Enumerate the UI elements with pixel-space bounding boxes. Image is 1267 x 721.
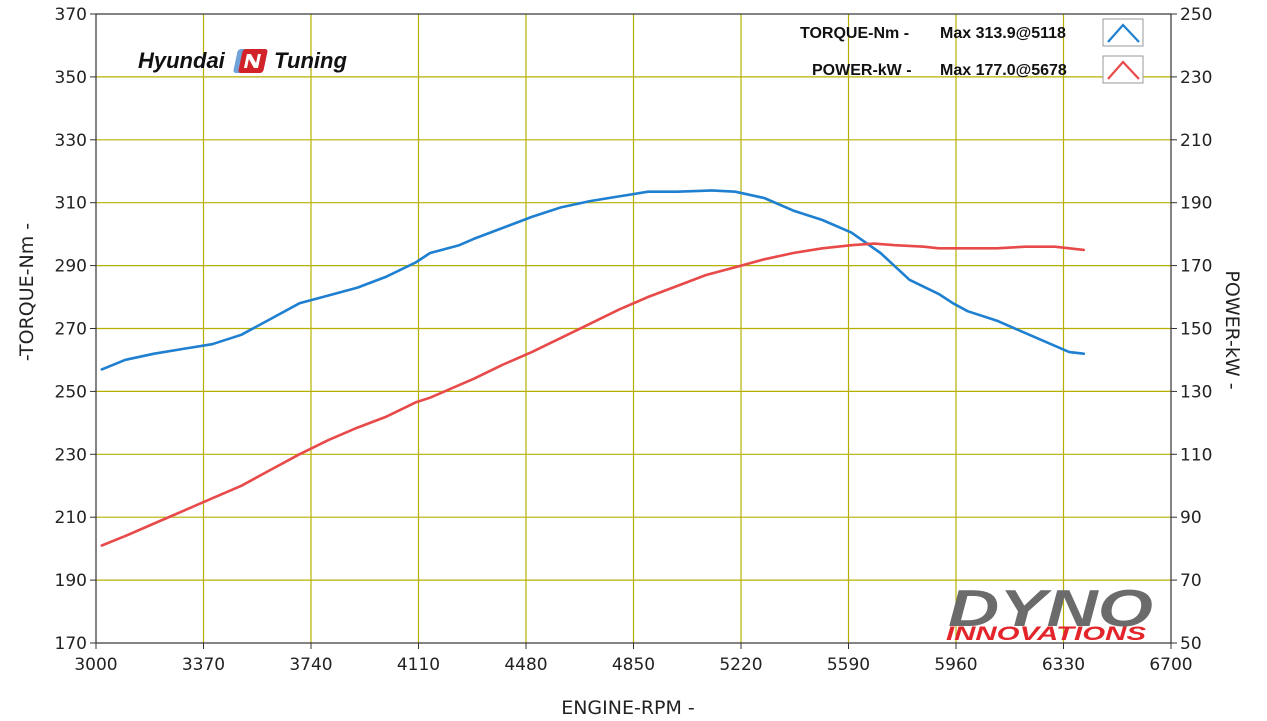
y-right-tick-label: 70 bbox=[1180, 571, 1202, 591]
y-right-axis-title: POWER-kW - bbox=[1221, 270, 1243, 389]
y-left-tick-label: 370 bbox=[55, 5, 87, 25]
x-tick-label: 4110 bbox=[397, 655, 440, 675]
y-left-tick-labels: 170 190 210 230 250 270 290 310 330 350 370 bbox=[55, 5, 87, 654]
y-right-tick-label: 90 bbox=[1180, 508, 1202, 528]
y-left-tick-label: 250 bbox=[55, 382, 87, 402]
y-left-tick-label: 310 bbox=[55, 194, 87, 214]
innovations-logo-text: INNOVATIONS bbox=[946, 624, 1146, 645]
y-left-axis-title: -TORQUE-Nm - bbox=[16, 223, 38, 361]
legend-power-name: POWER-kW - bbox=[812, 62, 912, 79]
hyundai-n-icon bbox=[233, 49, 268, 73]
y-left-tick-label: 270 bbox=[55, 320, 87, 340]
y-left-tick-label: 210 bbox=[55, 508, 87, 528]
x-tick-label: 5220 bbox=[719, 655, 762, 675]
y-left-tick-label: 290 bbox=[55, 257, 87, 277]
dyno-innovations-logo: DYNO INNOVATIONS bbox=[946, 580, 1153, 645]
x-tick-label: 5590 bbox=[827, 655, 870, 675]
y-right-tick-label: 110 bbox=[1180, 445, 1212, 465]
y-right-tick-label: 210 bbox=[1180, 131, 1212, 151]
y-right-tick-label: 190 bbox=[1180, 194, 1212, 214]
x-tick-label: 6700 bbox=[1149, 655, 1192, 675]
legend-power-swatch-line bbox=[1107, 60, 1140, 80]
x-tick-label: 4480 bbox=[504, 655, 547, 675]
x-tick-labels: 3000 3370 3740 4110 4480 4850 5220 5590 5960 6330… bbox=[74, 655, 1192, 675]
tuning-logo-text: Tuning bbox=[274, 48, 347, 73]
y-right-tick-label: 150 bbox=[1180, 320, 1212, 340]
y-right-tick-label: 130 bbox=[1180, 382, 1212, 402]
legend-power-value: Max 177.0@5678 bbox=[940, 62, 1067, 79]
x-axis-title: ENGINE-RPM - bbox=[561, 697, 695, 719]
power-series-line bbox=[100, 242, 1086, 547]
y-right-tick-label: 250 bbox=[1180, 5, 1212, 25]
y-left-tick-label: 230 bbox=[55, 445, 87, 465]
legend-torque-value: Max 313.9@5118 bbox=[940, 25, 1066, 42]
grid-lines bbox=[90, 13, 1177, 649]
y-right-tick-label: 50 bbox=[1180, 634, 1202, 654]
legend: TORQUE-Nm - Max 313.9@5118 POWER-kW - Ma… bbox=[800, 18, 1144, 84]
dyno-logo-text: DYNO bbox=[948, 580, 1153, 638]
series-lines bbox=[100, 189, 1086, 547]
x-tick-label: 3000 bbox=[74, 655, 117, 675]
x-tick-label: 3740 bbox=[289, 655, 332, 675]
legend-torque-name: TORQUE-Nm - bbox=[800, 25, 909, 42]
y-left-tick-label: 170 bbox=[55, 634, 87, 654]
legend-torque-swatch-line bbox=[1107, 23, 1140, 43]
y-right-tick-labels: 50 70 90 110 130 150 170 190 210 230 250 bbox=[1180, 5, 1212, 654]
hyundai-logo-text: Hyundai bbox=[138, 48, 226, 73]
y-right-tick-label: 170 bbox=[1180, 257, 1212, 277]
torque-series-line bbox=[100, 189, 1086, 371]
x-tick-label: 6330 bbox=[1042, 655, 1085, 675]
y-left-tick-label: 190 bbox=[55, 571, 87, 591]
hyundai-n-tuning-logo: Hyundai Tuning bbox=[138, 48, 347, 73]
y-left-tick-label: 350 bbox=[55, 68, 87, 88]
x-tick-label: 3370 bbox=[182, 655, 225, 675]
plot-frame bbox=[95, 13, 1172, 644]
x-tick-label: 5960 bbox=[934, 655, 977, 675]
y-left-tick-label: 330 bbox=[55, 131, 87, 151]
y-right-tick-label: 230 bbox=[1180, 68, 1212, 88]
x-tick-label: 4850 bbox=[612, 655, 655, 675]
